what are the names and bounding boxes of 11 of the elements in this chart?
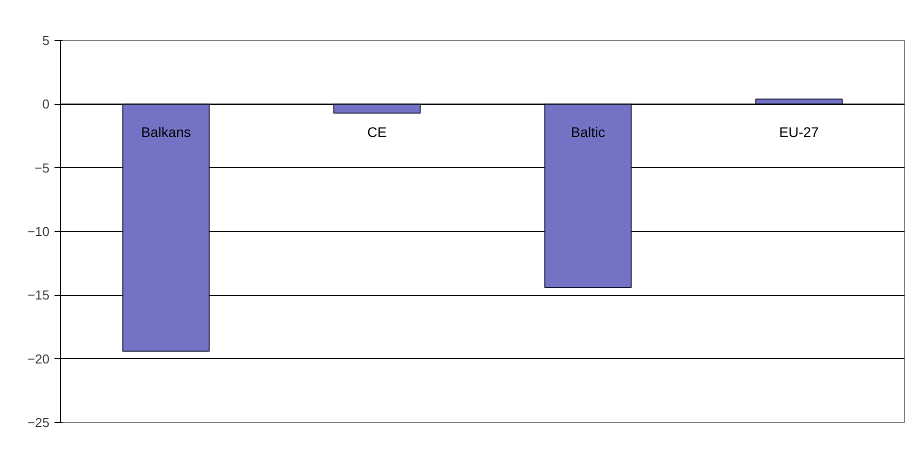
y-tick-label: 0 [42,96,50,112]
y-tick-label: −5 [34,160,50,176]
y-tick-label: −20 [27,351,50,366]
x-tick-label: Baltic [570,124,606,140]
x-tick-label: CE [367,124,387,140]
y-tick-label: −10 [27,224,50,239]
y-tick-label: −15 [27,288,50,303]
x-tick-label: Balkans [141,124,191,140]
y-tick-label: 5 [42,33,50,48]
x-tick-label: EU-27 [779,124,820,140]
y-tick-label: −25 [27,415,50,430]
